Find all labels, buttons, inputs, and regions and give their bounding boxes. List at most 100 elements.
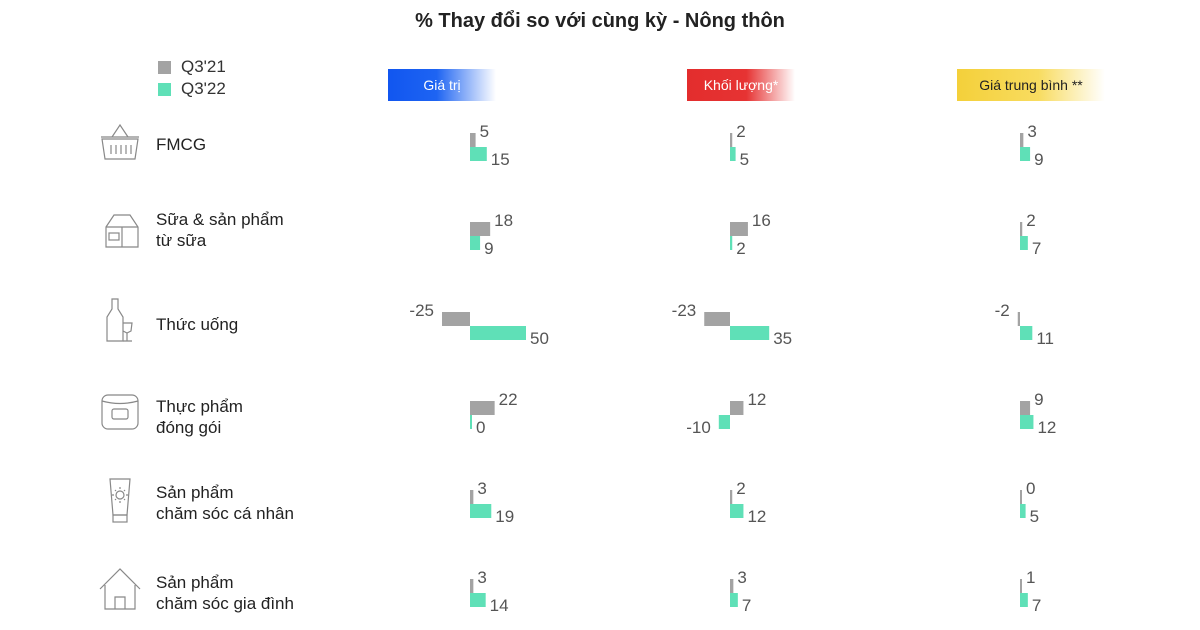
label-q322-p1-r1: 2 <box>736 239 745 258</box>
label-q322-p1-r0: 5 <box>740 150 749 169</box>
legend-swatch-q322 <box>158 82 171 96</box>
bottle-glass-icon <box>106 298 133 342</box>
bar-q322-p1-r3 <box>718 415 730 429</box>
legend-swatch-q321 <box>158 60 171 74</box>
label-q322-p0-r3: 0 <box>476 418 485 437</box>
bar-q321-p1-r5 <box>730 579 734 593</box>
bar-q321-p1-r4 <box>730 490 733 504</box>
label-q322-p0-r2: 50 <box>530 329 549 348</box>
label-q321-p1-r1: 16 <box>752 211 771 230</box>
category-row-packaged-food: Thực phẩm đóng gói <box>98 387 428 447</box>
label-q321-p2-r2: -2 <box>995 301 1010 320</box>
label-q321-p1-r5: 3 <box>737 568 746 587</box>
column-header-gia-tri: Giá trị <box>388 69 496 101</box>
bar-q321-p1-r3 <box>730 401 744 415</box>
bar-q321-p2-r0 <box>1020 133 1024 147</box>
bar-q322-p0-r3 <box>470 415 472 429</box>
bar-q321-p2-r2 <box>1017 312 1020 326</box>
label-q322-p2-r5: 7 <box>1032 596 1041 615</box>
lotion-tube-icon <box>109 478 131 523</box>
category-row-beverages: Thức uống <box>98 297 428 357</box>
bar-q321-p0-r1 <box>470 222 491 236</box>
category-label-line1: Thức uống <box>156 315 239 334</box>
label-q322-p2-r0: 9 <box>1034 150 1043 169</box>
category-label-line1: Sản phẩm <box>156 573 234 592</box>
label-q321-p2-r3: 9 <box>1034 390 1043 409</box>
bar-q321-p2-r4 <box>1020 490 1022 504</box>
bar-q322-p1-r1 <box>730 236 733 250</box>
bar-q322-p1-r0 <box>730 147 736 161</box>
category-label-line1: Sản phẩm <box>156 483 234 502</box>
legend-item-q321: Q3'21 <box>158 56 226 78</box>
bar-q321-p1-r1 <box>730 222 748 236</box>
legend: Q3'21 Q3'22 <box>158 56 226 100</box>
label-q322-p0-r5: 14 <box>490 596 509 615</box>
bar-q321-p0-r2 <box>442 312 470 326</box>
bar-q322-p0-r1 <box>470 236 481 250</box>
category-row-household-care: Sản phẩm chăm sóc gia đình <box>98 567 428 627</box>
column-header-gia-trung-binh: Giá trung bình ** <box>957 69 1105 101</box>
chart-title: % Thay đổi so với cùng kỳ - Nông thôn <box>415 10 785 32</box>
bar-q322-p0-r0 <box>470 147 487 161</box>
milk-carton-icon <box>105 214 139 248</box>
label-q321-p1-r4: 2 <box>736 479 745 498</box>
bar-q321-p0-r5 <box>470 579 474 593</box>
category-label-line1: FMCG <box>156 135 207 154</box>
legend-label-q321: Q3'21 <box>181 57 226 76</box>
can-icon <box>101 394 139 430</box>
column-header-khoi-luong: Khối lượng* <box>687 69 795 101</box>
label-q321-p0-r1: 18 <box>494 211 513 230</box>
label-q321-p1-r3: 12 <box>747 390 766 409</box>
category-row-fmcg: FMCG <box>98 117 428 177</box>
bar-q321-p2-r1 <box>1020 222 1023 236</box>
bar-q322-p1-r4 <box>730 504 744 518</box>
bar-q322-p0-r4 <box>470 504 492 518</box>
bar-q322-p2-r1 <box>1020 236 1028 250</box>
category-label-line2: đóng gói <box>156 418 222 437</box>
bar-q321-p0-r4 <box>470 490 474 504</box>
bar-q322-p1-r2 <box>730 326 770 340</box>
label-q322-p1-r2: 35 <box>773 329 792 348</box>
category-row-personal-care: Sản phẩm chăm sóc cá nhân <box>98 477 428 537</box>
bar-q321-p2-r3 <box>1020 401 1031 415</box>
label-q321-p0-r0: 5 <box>480 122 489 141</box>
label-q322-p2-r3: 12 <box>1037 418 1056 437</box>
label-q322-p1-r3: -10 <box>686 418 711 437</box>
label-q321-p2-r5: 1 <box>1026 568 1035 587</box>
label-q322-p0-r0: 15 <box>491 150 510 169</box>
house-icon <box>99 568 141 610</box>
bar-q322-p2-r4 <box>1020 504 1026 518</box>
label-q321-p0-r5: 3 <box>477 568 486 587</box>
label-q321-p2-r0: 3 <box>1027 122 1036 141</box>
label-q322-p1-r4: 12 <box>747 507 766 526</box>
bar-q322-p2-r0 <box>1020 147 1031 161</box>
label-q322-p2-r4: 5 <box>1030 507 1039 526</box>
label-q321-p1-r0: 2 <box>736 122 745 141</box>
category-label-line2: từ sữa <box>156 231 207 250</box>
label-q321-p0-r4: 3 <box>477 479 486 498</box>
category-label-line2: chăm sóc gia đình <box>156 594 294 613</box>
bar-q322-p0-r2 <box>470 326 526 340</box>
bar-q322-p2-r5 <box>1020 593 1028 607</box>
basket-icon <box>101 123 139 160</box>
label-q322-p2-r1: 7 <box>1032 239 1041 258</box>
bar-q321-p0-r0 <box>470 133 476 147</box>
label-q322-p0-r4: 19 <box>495 507 514 526</box>
legend-label-q322: Q3'22 <box>181 79 226 98</box>
bar-q322-p2-r2 <box>1020 326 1033 340</box>
bar-q322-p0-r5 <box>470 593 486 607</box>
bar-q321-p1-r2 <box>704 312 730 326</box>
bar-q321-p0-r3 <box>470 401 495 415</box>
legend-item-q322: Q3'22 <box>158 78 226 100</box>
bar-q321-p1-r0 <box>730 133 733 147</box>
category-label-line1: Thực phẩm <box>156 397 243 416</box>
category-label-line2: chăm sóc cá nhân <box>156 504 294 523</box>
bar-q322-p2-r3 <box>1020 415 1034 429</box>
label-q321-p0-r3: 22 <box>499 390 518 409</box>
bar-q322-p1-r5 <box>730 593 738 607</box>
category-label-line1: Sữa & sản phẩm <box>156 210 284 229</box>
label-q322-p1-r5: 7 <box>742 596 751 615</box>
label-q321-p0-r2: -25 <box>409 301 434 320</box>
category-row-dairy: Sữa & sản phẩm từ sữa <box>98 207 428 267</box>
label-q322-p2-r2: 11 <box>1036 329 1054 348</box>
